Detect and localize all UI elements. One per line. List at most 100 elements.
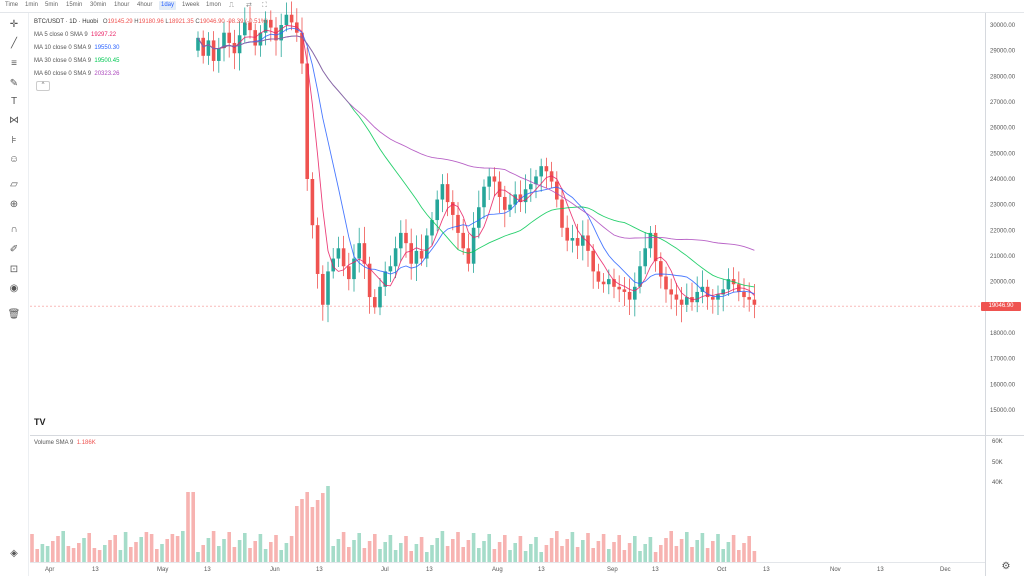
measure-icon[interactable]: ⊧ xyxy=(11,135,17,146)
fullscreen-icon[interactable]: ⛶ xyxy=(262,2,267,9)
interval-1week[interactable]: 1week xyxy=(182,2,200,8)
volume-bar xyxy=(591,548,595,562)
volume-bar xyxy=(716,534,720,562)
price-tick-label: 27000.00 xyxy=(990,100,1016,106)
volume-legend[interactable]: Volume SMA 9 1.186K xyxy=(34,440,96,446)
ma30-legend[interactable]: MA 30 close 0 SMA 9 19500.45 xyxy=(34,57,119,65)
brush-icon[interactable]: ✎ xyxy=(9,78,19,89)
candle-body xyxy=(534,176,538,185)
drawing-toolbar: ✛ ╱ ≡ ✎ T ⋈ ⊧ ☺ ▱ ⊕ ∩ ✐ ⊡ ◉ 🗑 ◈ xyxy=(0,13,29,576)
interval-1mon[interactable]: 1mon xyxy=(206,2,222,8)
candle-body xyxy=(425,235,429,259)
ruler-icon[interactable]: ▱ xyxy=(10,179,18,190)
compare-icon[interactable]: ⇄ xyxy=(246,2,252,9)
time-tick-label: 13 xyxy=(652,567,659,573)
time-tick-label: 13 xyxy=(426,567,433,573)
candle-body xyxy=(497,181,502,197)
fib-icon[interactable]: ≡ xyxy=(11,58,17,69)
candle-body xyxy=(461,232,465,249)
volume-bar xyxy=(82,538,86,562)
volume-bar xyxy=(659,545,663,562)
eye-icon[interactable]: ◉ xyxy=(9,283,19,294)
price-tick-label: 17000.00 xyxy=(990,357,1016,363)
volume-bar xyxy=(586,533,590,562)
interval-1day[interactable]: 1day xyxy=(159,1,177,10)
candle-body xyxy=(336,248,341,259)
candle-body xyxy=(679,299,684,305)
volume-bar xyxy=(638,551,642,562)
volume-bar xyxy=(35,549,39,562)
interval-5min[interactable]: 5min xyxy=(45,2,59,8)
candle-body xyxy=(451,202,455,215)
candle-body xyxy=(492,176,497,182)
trash-icon[interactable]: 🗑 xyxy=(7,309,21,320)
volume-bar xyxy=(40,544,45,562)
lock-icon[interactable]: ⊡ xyxy=(9,264,19,275)
ma5-legend[interactable]: MA 5 close 0 SMA 9 19297.22 xyxy=(34,31,116,39)
candle-body xyxy=(237,35,242,54)
volume-bar xyxy=(279,550,283,562)
interval-1min[interactable]: 1min xyxy=(25,2,39,8)
price-tick-label: 28000.00 xyxy=(990,74,1016,80)
magnet-icon[interactable]: ∩ xyxy=(10,224,18,235)
candle-body xyxy=(477,207,481,228)
volume-bar xyxy=(289,536,294,562)
lock-drawings-icon[interactable]: ✐ xyxy=(9,244,19,255)
volume-bar xyxy=(555,531,559,562)
zoom-icon[interactable]: ⊕ xyxy=(9,199,19,210)
candle-body xyxy=(383,271,387,287)
indicator-icon[interactable]: ⎍ xyxy=(229,2,234,9)
interval-15min[interactable]: 15min xyxy=(66,2,83,8)
interval-1hour[interactable]: 1hour xyxy=(114,2,130,8)
settings-icon[interactable]: ⚙ xyxy=(1001,561,1011,572)
volume-bar xyxy=(685,532,689,562)
volume-bar xyxy=(186,492,190,562)
ma10-line xyxy=(197,27,755,298)
candle-body xyxy=(284,14,289,25)
ma10-legend[interactable]: MA 10 close 0 SMA 9 19550.30 xyxy=(34,44,119,52)
candle-body xyxy=(648,232,653,249)
candle-body xyxy=(362,243,367,264)
pattern-icon[interactable]: ⋈ xyxy=(9,115,19,126)
candle-body xyxy=(607,279,611,285)
ohlc-close-label: C xyxy=(195,19,200,25)
ma30-label: MA 30 close 0 SMA 9 xyxy=(34,58,92,64)
volume-bar xyxy=(97,550,102,562)
candle-body xyxy=(404,232,408,244)
interval-time[interactable]: Time xyxy=(5,2,19,8)
volume-bar xyxy=(523,551,528,562)
trendline-icon[interactable]: ╱ xyxy=(10,38,18,49)
volume-bar xyxy=(92,548,97,562)
candle-body xyxy=(211,40,216,61)
volume-bar xyxy=(607,549,611,562)
volume-bar xyxy=(253,541,257,562)
time-tick-label: 13 xyxy=(877,567,884,573)
text-icon[interactable]: T xyxy=(10,96,18,107)
volume-bar xyxy=(544,545,549,562)
candle-body xyxy=(705,286,710,298)
volume-bar xyxy=(477,548,481,562)
crosshair-icon[interactable]: ✛ xyxy=(9,19,19,30)
candle-body xyxy=(471,227,476,264)
volume-bar xyxy=(263,549,268,562)
layers-icon[interactable]: ◈ xyxy=(10,548,18,559)
candle-body xyxy=(393,248,398,267)
price-tick-label: 22000.00 xyxy=(990,228,1016,234)
volume-bar xyxy=(181,531,185,562)
volume-bar xyxy=(118,550,123,562)
interval-4hour[interactable]: 4hour xyxy=(137,2,153,8)
candle-body xyxy=(243,22,247,36)
volume-bar xyxy=(134,542,138,562)
emoji-icon[interactable]: ☺ xyxy=(8,154,20,165)
legend-collapse-button[interactable]: ^ xyxy=(36,81,50,91)
volume-bar xyxy=(217,546,221,562)
volume-bar xyxy=(139,537,143,562)
candle-body xyxy=(274,27,278,41)
volume-bar xyxy=(440,531,445,562)
ma10-label: MA 10 close 0 SMA 9 xyxy=(34,45,92,51)
price-tick-label: 29000.00 xyxy=(990,49,1016,55)
ma60-legend[interactable]: MA 60 close 0 SMA 9 20323.26 xyxy=(34,70,119,78)
candle-body xyxy=(653,232,658,262)
interval-30min[interactable]: 30min xyxy=(90,2,107,8)
